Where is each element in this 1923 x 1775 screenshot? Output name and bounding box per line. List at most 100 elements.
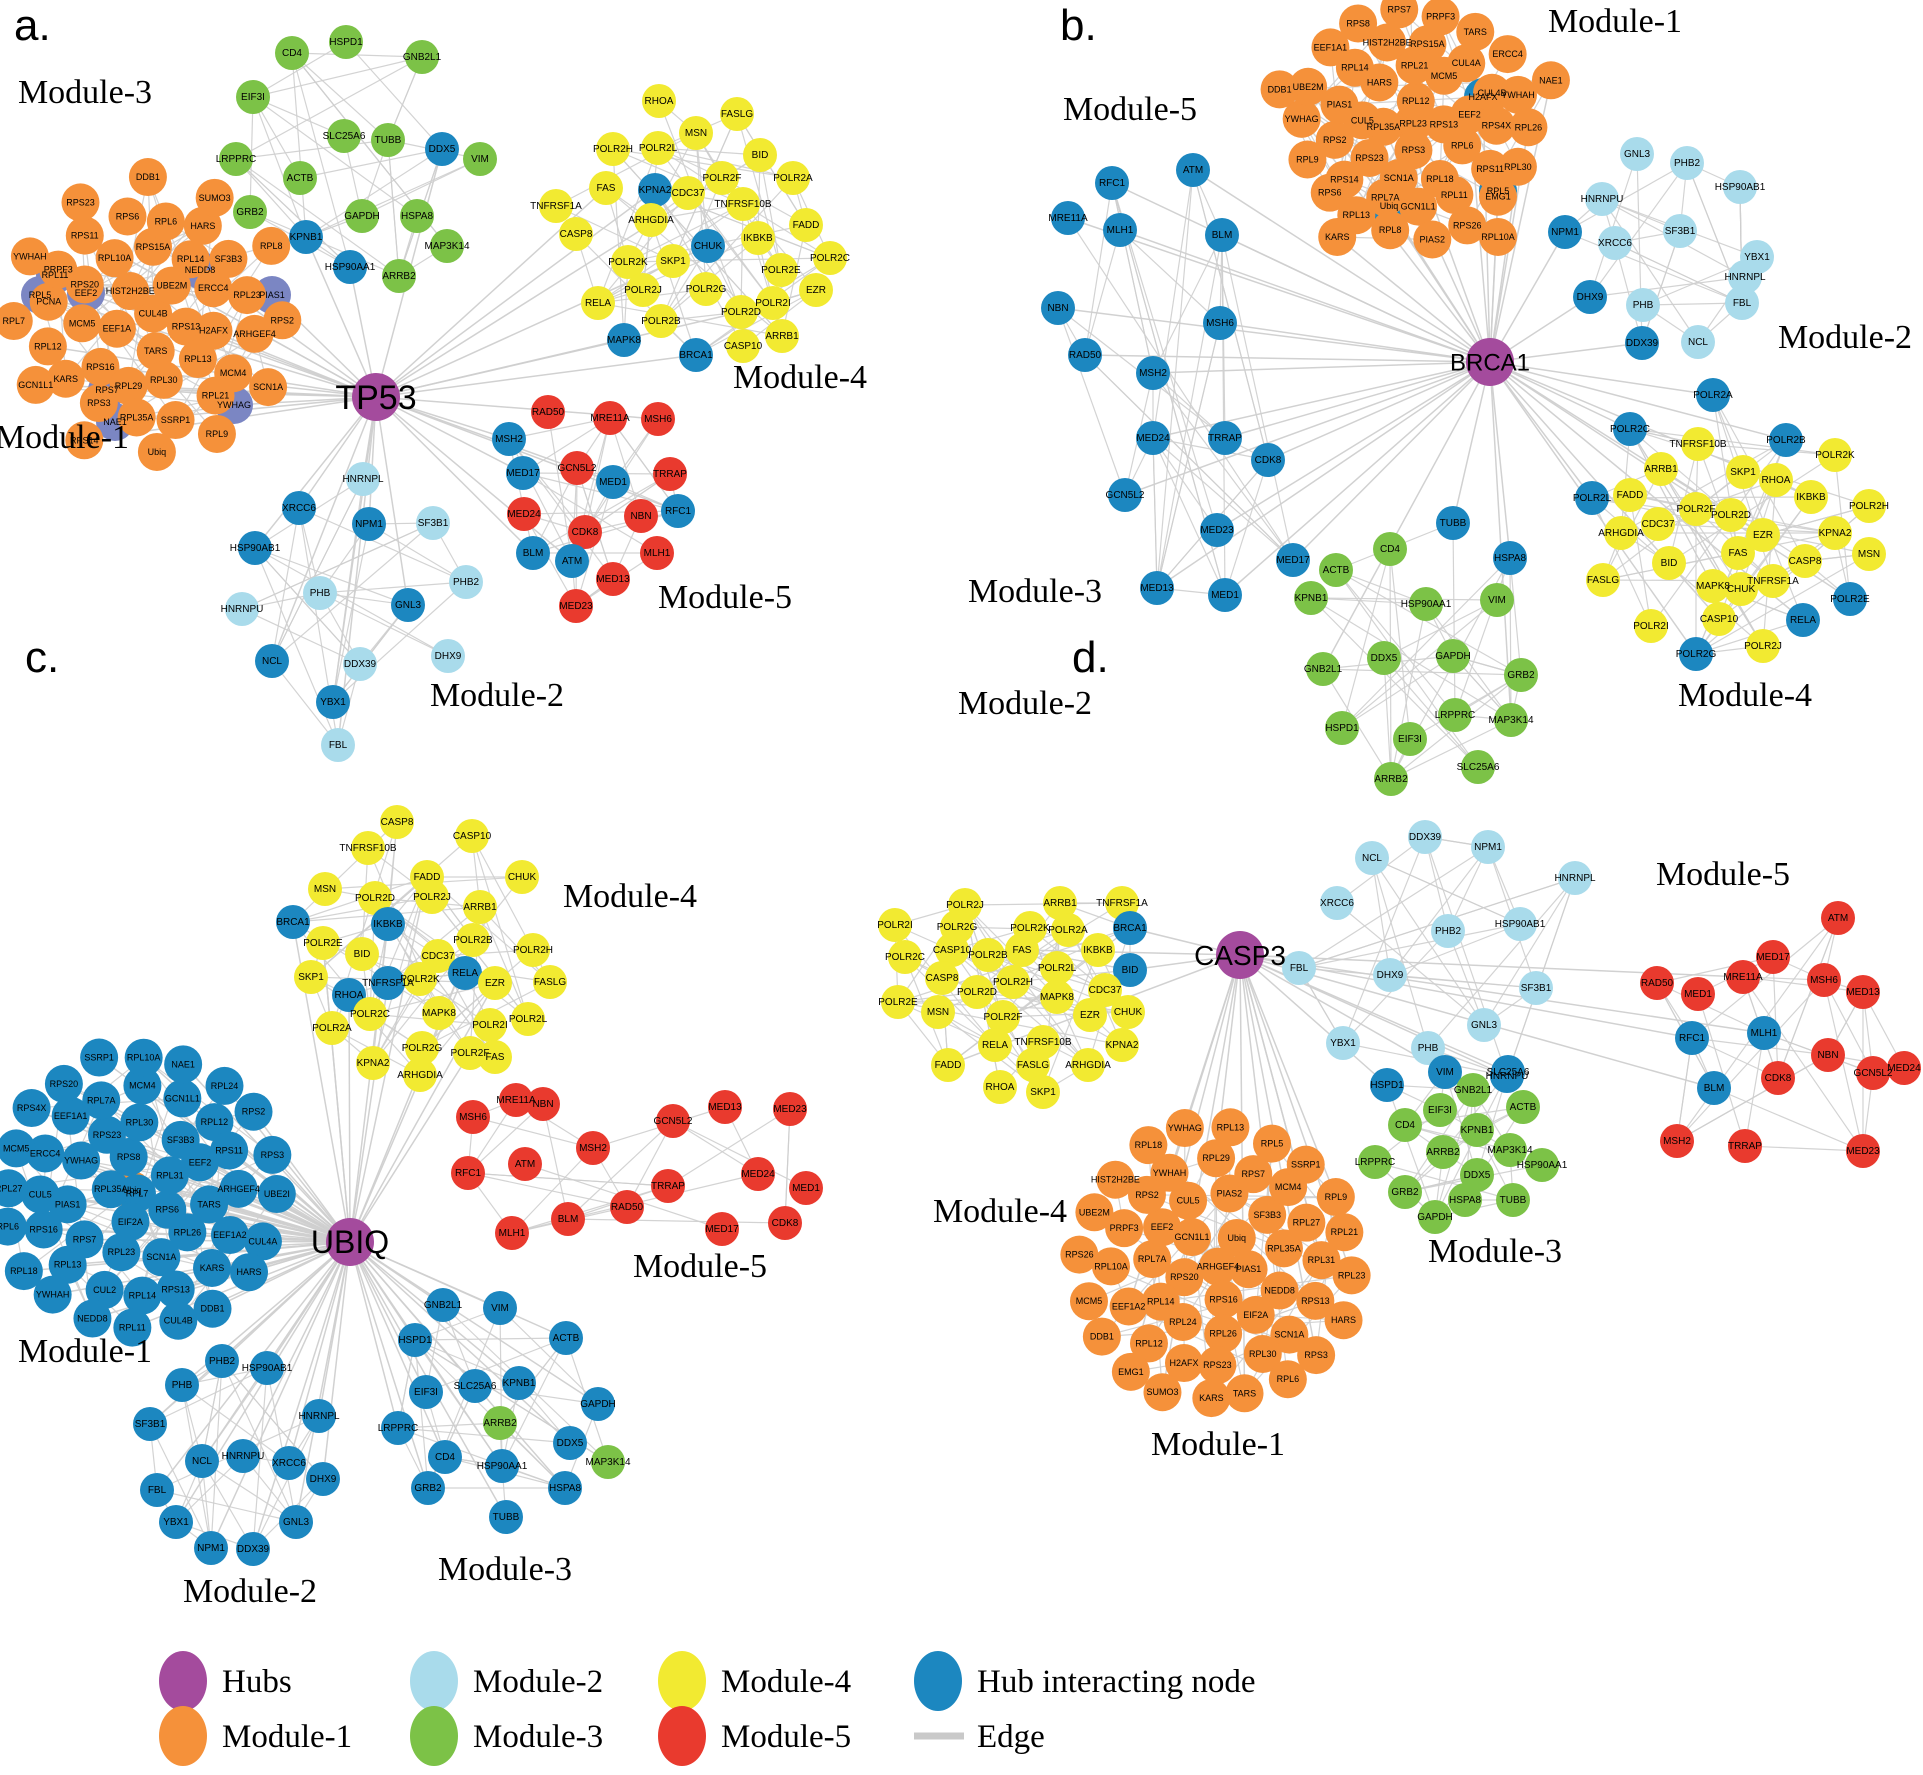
edge — [650, 219, 697, 356]
protein-node — [1460, 1113, 1494, 1147]
protein-node — [156, 1270, 195, 1309]
protein-node — [1428, 1055, 1462, 1089]
protein-node-label: YWHAG — [64, 1156, 98, 1166]
protein-node-label: HNRNPL — [298, 1411, 340, 1422]
protein-node — [1109, 1287, 1148, 1326]
protein-node-label: SCN1A — [146, 1252, 176, 1262]
protein-node — [511, 1002, 545, 1036]
protein-node-label: HSPD1 — [1370, 1080, 1404, 1091]
protein-node-label: RPS6 — [156, 1205, 180, 1215]
protein-node — [1531, 61, 1570, 100]
module-title: Module-2 — [1778, 319, 1912, 356]
edge — [252, 1415, 320, 1550]
protein-node — [91, 1170, 130, 1209]
module-title: Module-2 — [430, 677, 564, 714]
protein-node-label: MED13 — [708, 1102, 742, 1113]
protein-node — [611, 245, 645, 279]
protein-node-label: RPL21 — [1331, 1227, 1359, 1237]
protein-node-label: HNRNPU — [1581, 194, 1624, 205]
protein-node — [1205, 218, 1239, 252]
protein-node-label: UBE2M — [1293, 82, 1324, 92]
protein-node-label: SKP1 — [1030, 1087, 1056, 1098]
protein-node-label: HSP90AB1 — [1715, 182, 1766, 193]
protein-node-label: RPS16 — [29, 1224, 58, 1234]
protein-node — [1208, 421, 1242, 455]
hub-spoke-edge — [288, 1241, 351, 1464]
protein-node-label: BID — [752, 150, 769, 161]
protein-node-label: NAE1 — [171, 1059, 195, 1069]
protein-node-label: RPL18 — [10, 1266, 38, 1276]
protein-node-label: HSP90AB1 — [230, 543, 281, 554]
protein-node-label: NPM1 — [1551, 227, 1579, 238]
protein-node — [1316, 1178, 1355, 1217]
edge — [1067, 217, 1294, 561]
protein-node — [306, 926, 340, 960]
protein-node — [568, 515, 602, 549]
protein-node-label: CUL4A — [1452, 58, 1481, 68]
protein-node-label: POLR2J — [413, 892, 451, 903]
protein-node-label: BID — [1661, 558, 1678, 569]
edge — [522, 417, 611, 474]
protein-node-label: PHB — [172, 1380, 193, 1391]
protein-node — [1408, 820, 1442, 854]
protein-node-label: TNFRSF10B — [1669, 439, 1727, 450]
protein-node — [1663, 214, 1697, 248]
hub-spoke-edge — [1489, 361, 1593, 499]
protein-node-label: RPS7 — [73, 1234, 97, 1244]
protein-node-label: RPL9 — [206, 429, 229, 439]
protein-node — [516, 933, 550, 967]
protein-node — [1260, 1271, 1299, 1310]
protein-node-label: UBE2M — [1079, 1207, 1110, 1217]
protein-node — [409, 1375, 443, 1409]
protein-node-label: ARRB2 — [483, 1418, 517, 1429]
legend-label: Module-2 — [473, 1664, 603, 1700]
edge — [499, 1307, 599, 1405]
protein-node-label: HSPA8 — [1494, 553, 1526, 564]
protein-node — [499, 1083, 533, 1117]
protein-node — [81, 347, 120, 386]
protein-node — [234, 1092, 273, 1131]
protein-node-label: MED1 — [1684, 989, 1712, 1000]
protein-node-label: EIF3I — [1398, 734, 1422, 745]
edge — [660, 177, 794, 322]
protein-node-label: RPS11 — [71, 231, 99, 241]
protein-node-label: SCN1A — [1274, 1330, 1304, 1340]
hub-spoke-edge — [1239, 954, 1388, 1086]
protein-node — [219, 142, 253, 176]
hub-spoke-edge — [1224, 361, 1491, 439]
protein-node-label: SLC25A6 — [323, 131, 366, 142]
hub-spoke-edge — [242, 1241, 351, 1457]
protein-node-label: MSH6 — [1810, 975, 1838, 986]
protein-node — [415, 880, 449, 914]
protein-node — [1394, 131, 1433, 170]
protein-node-label: EMG1 — [1485, 192, 1511, 202]
hub-spoke-edge — [375, 396, 524, 474]
protein-node — [371, 907, 405, 941]
protein-node-label: GNL3 — [1624, 149, 1651, 160]
protein-node-label: PIAS1 — [1236, 1264, 1262, 1274]
protein-node — [576, 1131, 610, 1165]
edge — [1152, 437, 1294, 561]
edge — [1221, 234, 1294, 561]
protein-node — [1640, 966, 1674, 1000]
protein-node — [1296, 1281, 1335, 1320]
protein-node-label: RAD50 — [1641, 978, 1674, 989]
protein-node — [1413, 220, 1452, 259]
protein-node — [549, 1321, 583, 1355]
protein-node — [1586, 563, 1620, 597]
edge — [1310, 597, 1427, 605]
protein-node-label: CHUK — [1114, 1007, 1143, 1018]
protein-node-label: CD4 — [1380, 544, 1400, 555]
protein-node — [1493, 1133, 1527, 1167]
protein-node — [44, 1064, 83, 1103]
protein-node-label: MAPK8 — [607, 335, 641, 346]
protein-node — [1723, 170, 1757, 204]
protein-node-label: KPNA2 — [1106, 1040, 1139, 1051]
edge — [1383, 657, 1392, 780]
protein-node — [194, 1531, 228, 1565]
protein-node — [1696, 378, 1730, 412]
protein-node — [741, 221, 775, 255]
protein-node — [1480, 583, 1514, 617]
